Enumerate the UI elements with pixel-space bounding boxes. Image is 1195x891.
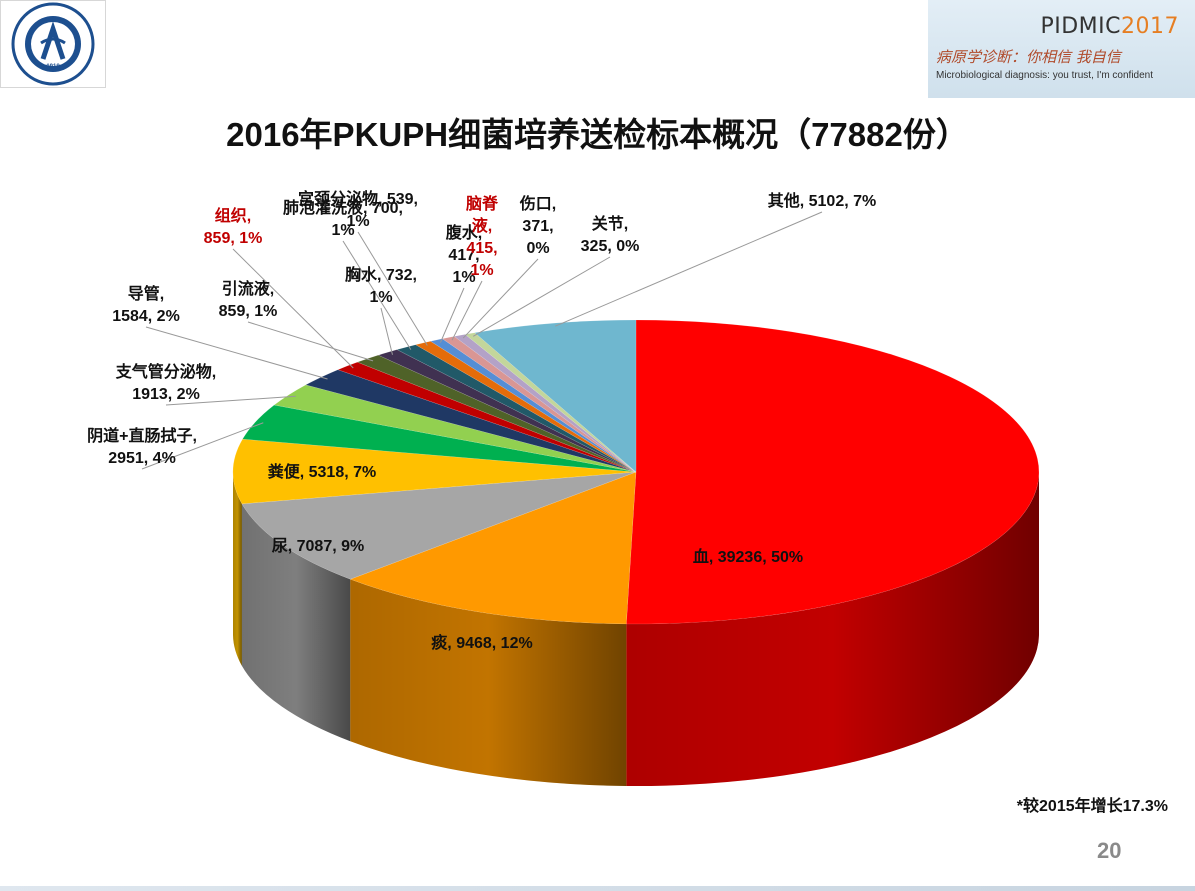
pie-slice-支气管分泌物 xyxy=(273,384,637,473)
pie-leader-lines xyxy=(141,211,823,470)
pie-side-shade-1 xyxy=(350,579,627,786)
leader-line-支气管分泌物 xyxy=(165,395,296,406)
pie-label-腹水: 腹水, 417, 1% xyxy=(446,223,482,286)
banner-slogan-cn: 病原学诊断：你相信 我自信 xyxy=(936,48,1121,66)
pie-label-阴道+直肠拭子: 阴道+直肠拭子, 2951, 4% xyxy=(87,426,197,467)
pie-slice-肺泡灌洗液 xyxy=(396,344,637,473)
leader-line-胸水 xyxy=(380,307,393,355)
pie-label-引流液: 引流液, 859, 1% xyxy=(219,279,278,320)
leader-line-腹水 xyxy=(439,287,465,343)
pie-label-支气管分泌物: 支气管分泌物, 1913, 2% xyxy=(115,362,216,403)
pie-slice-粪便 xyxy=(232,438,637,505)
leader-line-导管 xyxy=(145,326,328,380)
leader-line-伤口 xyxy=(462,258,539,339)
pie-label-尿: 尿, 7087, 9% xyxy=(272,537,365,555)
pie-label-伤口: 伤口, 371, 0% xyxy=(519,194,556,257)
pie-slice-血 xyxy=(626,319,1040,625)
conference-banner: PIDMIC2017 病原学诊断：你相信 我自信 Microbiological… xyxy=(928,0,1195,98)
leader-line-其他 xyxy=(555,211,823,327)
pie-label-肺泡灌洗液: 肺泡灌洗液, 700, 1% xyxy=(283,198,403,239)
page-number: 20 xyxy=(1097,838,1122,863)
svg-text:1918: 1918 xyxy=(46,64,60,70)
footer-rule xyxy=(0,886,1195,891)
pie-label-脑脊液: 脑脊液, 415, 1% xyxy=(466,194,499,279)
pie-side-shade-2 xyxy=(241,503,351,742)
leader-line-肺泡灌洗液 xyxy=(342,240,412,350)
leader-line-脑脊液 xyxy=(451,280,483,341)
pie-label-组织: 组织, 859, 1% xyxy=(204,206,263,247)
leader-line-引流液 xyxy=(247,321,374,362)
pie-slice-痰 xyxy=(349,471,637,625)
leader-line-宫颈分泌物 xyxy=(357,231,428,346)
pie-tops xyxy=(232,319,1040,625)
pie-label-血: 血, 39236, 50% xyxy=(693,547,803,566)
pie-slice-尿 xyxy=(241,471,637,580)
banner-slogan-en: Microbiological diagnosis: you trust, I'… xyxy=(936,70,1154,81)
pie-label-粪便: 粪便, 5318, 7% xyxy=(268,462,377,481)
growth-note: *较2015年增长17.3% xyxy=(1016,798,1168,815)
pie-side-shade-3 xyxy=(233,472,242,666)
pie-label-痰: 痰, 9468, 12% xyxy=(431,633,532,652)
hospital-seal-icon: 1918 xyxy=(11,2,95,86)
pie-labels: 血, 39236, 50% 痰, 9468, 12% 尿, 7087, 9% 粪便, … xyxy=(87,189,876,652)
pie-label-导管: 导管, 1584, 2% xyxy=(112,284,180,325)
pie-label-宫颈分泌物: 宫颈分泌物, 539, 1% xyxy=(298,189,418,230)
pie-slice-宫颈分泌物 xyxy=(415,340,637,473)
leader-line-阴道+直肠拭子 xyxy=(141,422,264,470)
pie-label-胸水: 胸水, 732, 1% xyxy=(345,265,417,306)
pie-slice-胸水 xyxy=(377,349,637,473)
leader-line-关节 xyxy=(472,256,611,337)
banner-conference-name: PIDMIC2017 xyxy=(1040,14,1179,39)
pie-label-关节: 关节, 325, 0% xyxy=(581,214,640,255)
pie-slice-关节 xyxy=(464,332,637,473)
pie-side-shade-0 xyxy=(626,472,1039,786)
pie-slice-引流液 xyxy=(356,354,637,473)
pie-slice-组织 xyxy=(337,361,637,473)
pie-sides xyxy=(233,472,1039,786)
pie-label-其他: 其他, 5102, 7% xyxy=(768,191,877,210)
chart-title: 2016年PKUPH细菌培养送检标本概况（77882份） xyxy=(226,116,969,153)
hospital-logo: 1918 xyxy=(0,0,106,88)
pie-slice-阴道+直肠拭子 xyxy=(242,404,637,473)
